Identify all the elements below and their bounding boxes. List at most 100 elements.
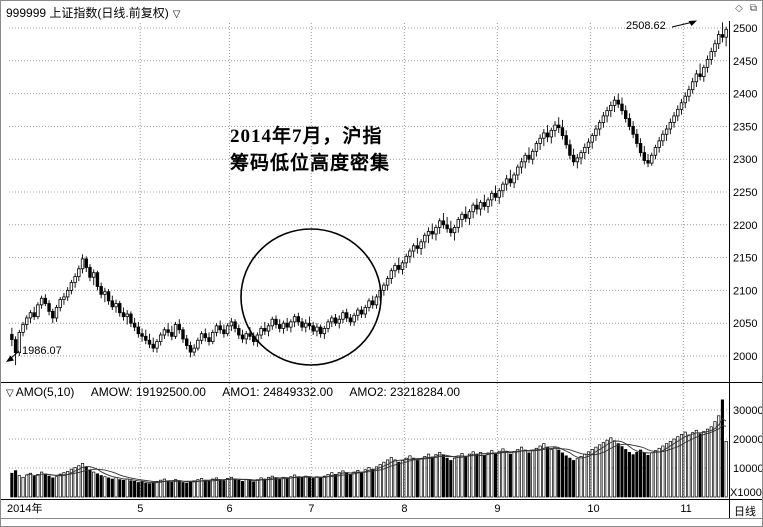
- volume-bar: [185, 482, 189, 498]
- volume-bar: [538, 445, 542, 498]
- period-selector[interactable]: 日线: [734, 506, 756, 518]
- volume-bar: [426, 453, 431, 498]
- candle: [10, 333, 14, 340]
- volume-bar: [698, 433, 702, 498]
- candle: [620, 103, 624, 112]
- volume-bar: [590, 449, 594, 498]
- candle: [73, 276, 77, 283]
- volume-bar: [717, 415, 721, 498]
- candle: [110, 300, 115, 308]
- candle: [445, 224, 449, 230]
- price-axis-tick: 2400: [733, 89, 757, 101]
- candle: [77, 268, 81, 278]
- candle: [579, 152, 583, 159]
- volume-bar: [467, 453, 471, 498]
- candle: [162, 329, 167, 336]
- volume-bar: [337, 472, 341, 498]
- candle: [698, 73, 702, 77]
- volume-bar: [233, 478, 237, 498]
- low-price-label: 1986.07: [22, 345, 62, 357]
- volume-bar: [330, 472, 334, 498]
- volume-bar: [274, 477, 278, 498]
- volume-bar: [95, 473, 99, 498]
- candle: [233, 321, 237, 329]
- volume-bar: [114, 476, 118, 498]
- candle: [103, 291, 107, 295]
- candle: [132, 322, 137, 328]
- diamond-icon[interactable]: ◇: [735, 3, 743, 14]
- volume-bar: [635, 451, 639, 498]
- price-axis-tick: 2000: [733, 351, 757, 363]
- candle: [170, 331, 174, 337]
- candle: [553, 124, 557, 131]
- volume-bar: [129, 480, 133, 498]
- volume-bar: [386, 459, 390, 498]
- candle: [311, 325, 315, 332]
- volume-bar: [281, 476, 285, 498]
- amo-ma5-line: [26, 417, 727, 484]
- volume-bar: [162, 478, 166, 498]
- volume-bar: [110, 478, 114, 498]
- candle: [493, 192, 498, 198]
- candle: [248, 333, 252, 337]
- restore-window-icon[interactable]: ⧉: [749, 3, 757, 14]
- volume-bar: [173, 479, 178, 498]
- candle: [51, 310, 55, 319]
- chevron-down-icon[interactable]: ▽: [172, 9, 181, 20]
- volume-bar: [248, 480, 252, 498]
- candle: [114, 303, 118, 308]
- candle: [393, 265, 397, 272]
- volume-bar: [17, 475, 21, 498]
- candle: [702, 66, 706, 77]
- candle: [274, 318, 278, 325]
- volume-bar: [25, 474, 29, 498]
- volume-bar: [229, 476, 233, 498]
- volume-bar: [579, 456, 583, 498]
- candle: [664, 128, 669, 135]
- price-axis-tick: 2250: [733, 187, 757, 199]
- volume-bar: [512, 451, 516, 498]
- volume-bar: [661, 445, 665, 498]
- volume-bar: [456, 455, 460, 498]
- volume-bar: [419, 458, 423, 498]
- candle: [192, 347, 196, 353]
- volume-bar: [341, 470, 345, 498]
- candle: [118, 303, 122, 314]
- volume-bar: [609, 437, 613, 498]
- candle: [482, 202, 487, 207]
- candle: [564, 135, 568, 146]
- volume-bar: [378, 464, 382, 498]
- price-axis-tick: 2500: [733, 23, 757, 35]
- low-arrow-head: [6, 355, 14, 362]
- candle: [39, 297, 44, 306]
- candle: [471, 204, 475, 213]
- volume-bar: [627, 451, 631, 498]
- volume-bar: [345, 472, 349, 498]
- candle: [385, 278, 390, 286]
- candle: [237, 328, 241, 336]
- volume-bar: [412, 457, 416, 498]
- candle: [382, 284, 386, 291]
- candle: [166, 329, 170, 333]
- candle: [449, 228, 453, 234]
- indicator-name[interactable]: AMO(5,10): [15, 385, 75, 399]
- candle: [207, 337, 211, 342]
- candle: [676, 108, 680, 117]
- candle: [144, 335, 148, 341]
- candle: [478, 202, 483, 210]
- volume-bar: [430, 456, 434, 498]
- candle: [371, 300, 375, 306]
- volume-bar: [177, 480, 181, 498]
- volume-bar: [133, 480, 137, 498]
- candle: [687, 89, 691, 97]
- volume-bar: [307, 476, 312, 498]
- volume-bar: [103, 476, 107, 498]
- volume-bar: [319, 477, 323, 498]
- candle: [426, 230, 431, 236]
- chevron-down-icon[interactable]: ▽: [6, 388, 14, 399]
- volume-bar: [490, 450, 494, 498]
- price-axis-tick: 2300: [733, 154, 757, 166]
- candle: [631, 126, 635, 135]
- volume-bar: [315, 476, 319, 498]
